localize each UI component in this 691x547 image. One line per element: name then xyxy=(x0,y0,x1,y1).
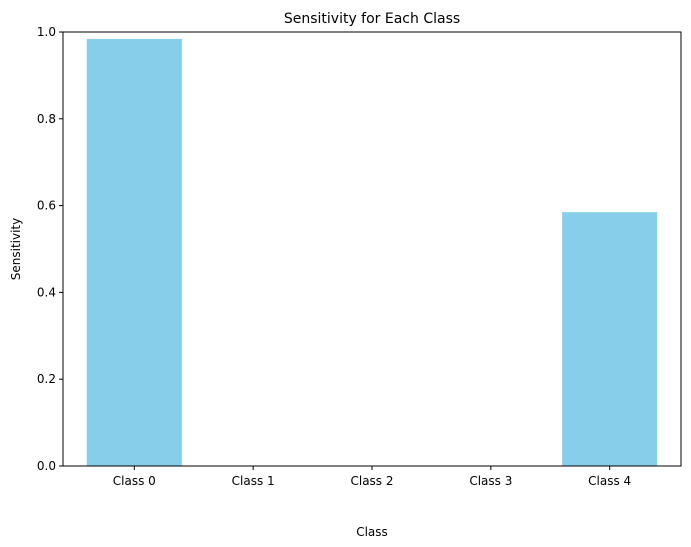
y-tick-label: 0.2 xyxy=(37,372,56,386)
x-tick-label: Class 2 xyxy=(350,474,393,488)
chart-title: Sensitivity for Each Class xyxy=(284,11,460,27)
bar-class-0 xyxy=(86,38,182,466)
x-axis: Class 0 Class 1 Class 2 Class 3 Class 4 xyxy=(113,466,631,488)
x-tick-label: Class 3 xyxy=(469,474,512,488)
y-tick-label: 1.0 xyxy=(37,25,56,39)
x-tick-label: Class 1 xyxy=(232,474,275,488)
y-tick-label: 0.8 xyxy=(37,112,56,126)
x-tick-label: Class 4 xyxy=(588,474,631,488)
y-tick-label: 0.0 xyxy=(37,459,56,473)
y-tick-label: 0.6 xyxy=(37,199,56,213)
y-tick-label: 0.4 xyxy=(37,285,56,299)
y-axis: 0.0 0.2 0.4 0.6 0.8 1.0 xyxy=(37,25,63,473)
x-axis-label: Class xyxy=(356,525,388,539)
x-tick-label: Class 0 xyxy=(113,474,156,488)
bar-series xyxy=(86,38,658,466)
bar-class-4 xyxy=(562,212,658,466)
y-axis-label: Sensitivity xyxy=(9,218,23,280)
